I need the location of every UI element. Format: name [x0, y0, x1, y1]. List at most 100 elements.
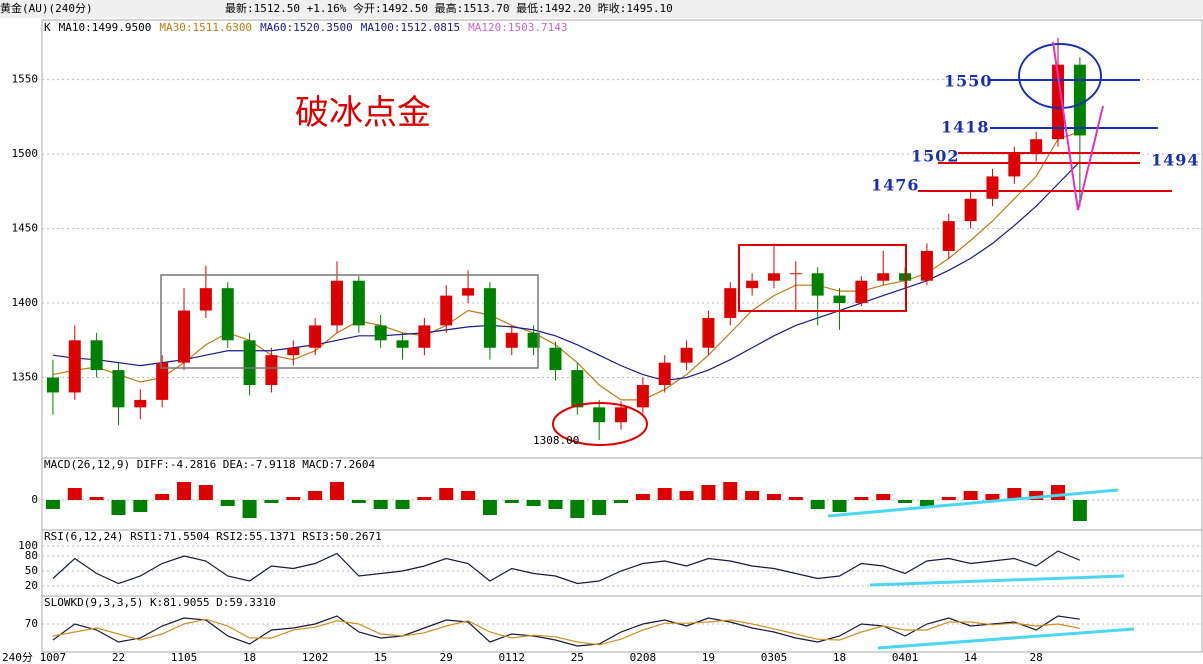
candle-body [68, 340, 81, 393]
candle-body [549, 347, 562, 371]
bar [220, 500, 235, 506]
bar [482, 500, 497, 515]
candle-body [1030, 139, 1043, 155]
trend-line [869, 574, 1125, 587]
y-tick-label: 1350 [12, 371, 39, 384]
candle-body [134, 399, 147, 408]
candle-body [702, 317, 715, 348]
x-tick-label: 25 [571, 651, 584, 664]
annotation: 1502 [911, 147, 960, 166]
line [52, 618, 1080, 646]
bar [1072, 500, 1087, 521]
header-bar [0, 0, 1203, 18]
annotation: 1550 [944, 72, 993, 91]
legend-entry: MA10:1499.9500 [59, 21, 152, 34]
bar [898, 500, 913, 503]
bar [985, 494, 1000, 500]
candle-body [418, 325, 431, 348]
x-tick-label: 0401 [892, 651, 919, 664]
candle-body [156, 362, 169, 400]
legend-entry: MA100:1512.0815 [361, 21, 460, 34]
box [738, 244, 907, 312]
x-tick-label: 1007 [40, 651, 67, 664]
bar [919, 500, 934, 506]
annotation: 1476 [871, 176, 920, 195]
candle-body [46, 377, 59, 393]
legend-entry: K [44, 21, 51, 34]
bar [264, 500, 279, 503]
y-tick-label: 1550 [12, 73, 39, 86]
bar [635, 494, 650, 500]
candle-body [396, 340, 409, 348]
x-tick-label: 19 [702, 651, 715, 664]
candle-body [374, 325, 387, 341]
box [160, 274, 539, 369]
bar [155, 494, 170, 500]
bar [679, 491, 694, 500]
legend-entry: MA60:1520.3500 [260, 21, 353, 34]
candle-body [724, 288, 737, 318]
candle-body [571, 370, 584, 408]
legend: K MA10:1499.9500 MA30:1511.6300 MA60:1520.3… [44, 21, 567, 34]
bar [1051, 485, 1066, 500]
quote: 最新:1512.50 +1.16% 今开:1492.50 最高:1513.70 … [225, 1, 673, 15]
panel-frame [41, 19, 1203, 459]
y-tick-label: 1400 [12, 296, 39, 309]
bar [439, 488, 454, 500]
candle-body [680, 347, 693, 363]
bar [592, 500, 607, 515]
candle-body [352, 280, 365, 326]
bar [133, 500, 148, 512]
line [52, 615, 1080, 647]
candle-body [483, 288, 496, 348]
y-tick-label: 0 [31, 493, 38, 506]
bar [614, 500, 629, 503]
x-tick-label: 1202 [302, 651, 329, 664]
annotation: 1308.00 [533, 434, 579, 447]
candle-body [330, 280, 343, 326]
candle-body [265, 355, 278, 385]
legend-entry: MA30:1511.6300 [159, 21, 252, 34]
x-tick-label: 0305 [761, 651, 788, 664]
candle-body [615, 407, 628, 423]
candle-body [658, 362, 671, 385]
bar [723, 482, 738, 500]
candle-body [855, 280, 868, 304]
candle-body [942, 221, 955, 251]
y-tick-label: 20 [25, 579, 38, 592]
annotations [160, 41, 1172, 650]
v-shape [1052, 41, 1104, 211]
bar [286, 497, 301, 500]
candle-body [920, 250, 933, 281]
y-tick-label: 100 [18, 539, 38, 552]
candle-body [636, 385, 649, 408]
bar [766, 494, 781, 500]
candle-body [1052, 64, 1065, 140]
x-tick-label: 0208 [630, 651, 657, 664]
y-tick-label: 1500 [12, 147, 39, 160]
candle-body [309, 325, 322, 348]
y-tick-label: 80 [25, 549, 38, 562]
trend-line [827, 488, 1119, 518]
line [52, 161, 1081, 382]
candle-body [243, 340, 256, 385]
x-tick-label: 29 [440, 651, 453, 664]
bar [45, 500, 60, 509]
x-tick-label: 18 [243, 651, 256, 664]
bar [242, 500, 257, 518]
bar [1029, 491, 1044, 500]
period: 240分 [2, 651, 33, 664]
bar [745, 491, 760, 500]
panel-label: MACD(26,12,9) DIFF:-4.2816 DEA:-7.9118 M… [44, 458, 376, 471]
candle-body [767, 273, 780, 281]
candle-body [1008, 154, 1021, 177]
bar [351, 500, 366, 503]
bar [941, 497, 956, 500]
bar [504, 500, 519, 503]
candle-body [593, 407, 606, 423]
candle-body [964, 198, 977, 222]
bar [417, 497, 432, 500]
bar [570, 500, 585, 518]
panel-label: RSI(6,12,24) RSI1:71.5504 RSI2:55.1371 R… [44, 530, 382, 543]
